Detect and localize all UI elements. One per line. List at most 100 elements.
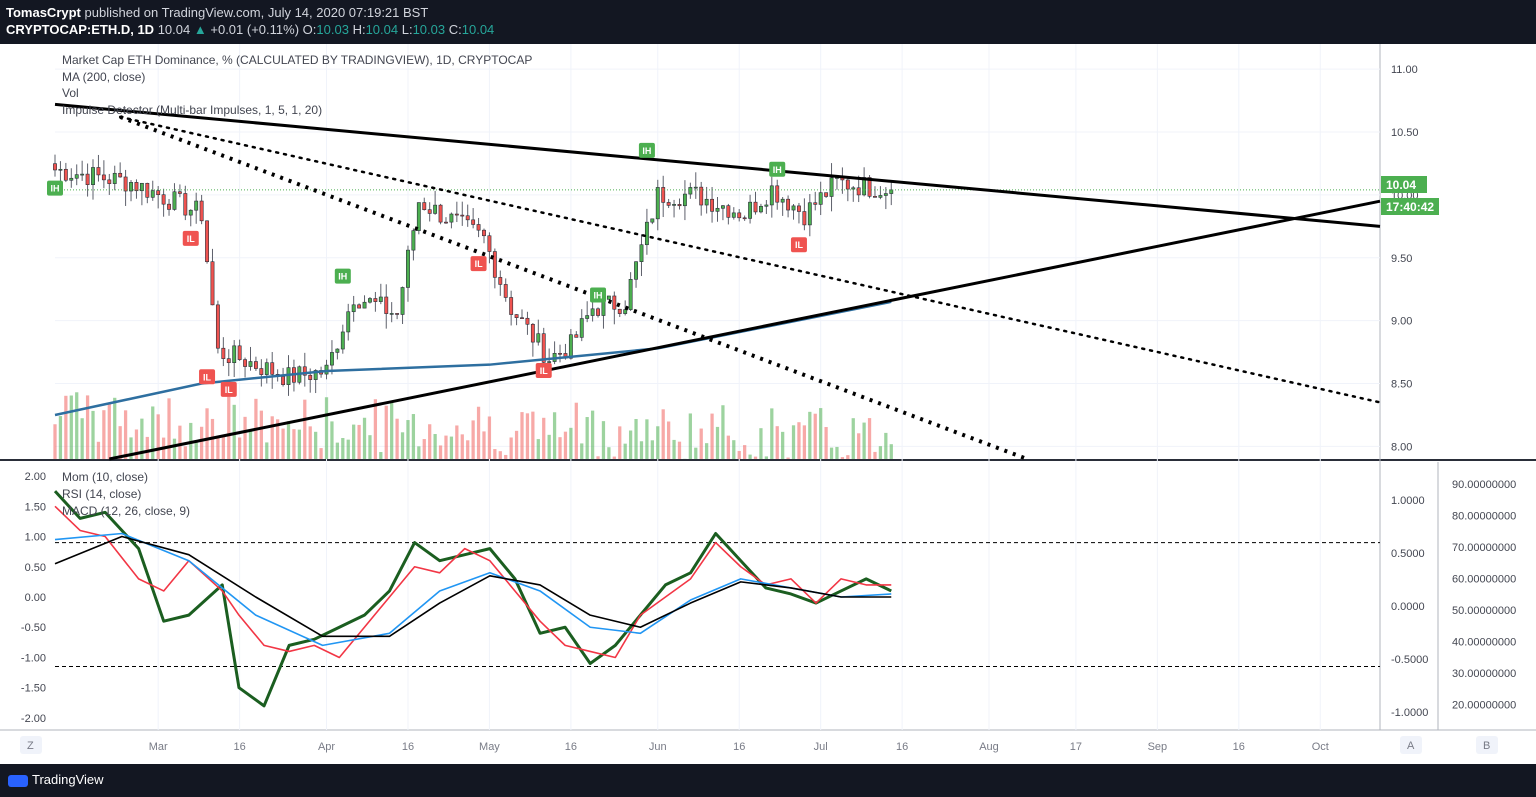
candle-body [693, 186, 698, 189]
candle [824, 192, 829, 198]
volume-bar [645, 419, 649, 459]
candle-body [824, 192, 829, 197]
main-legend-title[interactable]: Market Cap ETH Dominance, % (CALCULATED … [62, 53, 532, 67]
candle [243, 357, 247, 378]
volume-bar [819, 408, 823, 459]
candle [324, 359, 329, 380]
x-tick-label: Oct [1312, 741, 1329, 753]
candle [476, 217, 481, 238]
rsi-tick-label: 80.00000000 [1452, 511, 1516, 523]
candle [672, 199, 676, 218]
candle [210, 248, 215, 306]
volume-bar [417, 446, 421, 459]
b-scale-button[interactable] [1476, 736, 1498, 754]
symbol-label[interactable]: CRYPTOCAP:ETH.D, 1D [6, 22, 155, 37]
volume-bar [884, 432, 888, 459]
last-price: 10.04 [157, 22, 191, 37]
volume-bar [846, 455, 850, 459]
candle-body [471, 219, 476, 225]
impulse-marker: IL [199, 369, 216, 385]
lower-legend-macd[interactable]: MACD (12, 26, close, 9) [62, 504, 190, 518]
brand-logo[interactable]: TradingView [8, 772, 104, 787]
candle-body [731, 212, 736, 218]
candle-body [547, 361, 552, 363]
tradingview-logo-icon [8, 774, 28, 787]
candle [688, 182, 693, 199]
candle-body [433, 204, 438, 214]
volume-bar [330, 421, 334, 459]
candle [644, 208, 649, 255]
candle-body [416, 202, 421, 231]
author-name[interactable]: TomasCrypt [6, 5, 81, 20]
candle [150, 180, 155, 201]
main-legend-ma[interactable]: MA (200, close) [62, 70, 145, 84]
main-legend-impulse[interactable]: Impulse Detector (Multi-bar Impulses, 1,… [62, 103, 322, 117]
chart-stage[interactable]: IH IH IH IH IH IL IL IL IL IL IL Mar 16 Apr 16 May 16 Ju… [0, 44, 1536, 764]
ohlc-line: CRYPTOCAP:ETH.D, 1D 10.04 ▲ +0.01 (+0.11… [6, 22, 494, 37]
candle-body [156, 190, 161, 196]
volume-bar [715, 426, 720, 459]
impulse-marker: IH [769, 161, 786, 177]
volume-bar [873, 451, 877, 459]
candle-body [362, 301, 367, 309]
candle [264, 358, 269, 384]
rsi-tick-label: 30.00000000 [1452, 668, 1516, 680]
volume-bar [123, 410, 128, 459]
volume-bar [623, 443, 627, 459]
volume-bar [590, 410, 595, 459]
volume-bar [134, 429, 139, 459]
candle [177, 184, 182, 198]
candle [389, 302, 394, 323]
candle-body [112, 172, 117, 184]
candle-body [91, 167, 95, 185]
main-legend-vol[interactable]: Vol [62, 86, 79, 100]
volume-bar [406, 420, 410, 459]
candle-body [498, 277, 503, 285]
candle [655, 179, 660, 231]
volume-bar [199, 426, 204, 459]
auto-scale-button[interactable] [1400, 736, 1422, 754]
candle-body [856, 187, 861, 196]
impulse-marker-box [470, 256, 487, 272]
volume-bar [352, 424, 356, 459]
overlays [54, 102, 1382, 461]
impulse-marker-box [638, 142, 655, 158]
candle [172, 183, 177, 211]
candle-body [210, 261, 215, 306]
candle [525, 311, 530, 335]
candle [704, 186, 709, 214]
volume-bar [449, 436, 454, 459]
candle [737, 209, 742, 222]
candle-body [634, 261, 638, 280]
candle [444, 217, 448, 224]
candle [764, 200, 769, 214]
candle-body [221, 347, 226, 359]
candle-body [764, 204, 769, 207]
candle-body [639, 244, 644, 262]
candle-body [308, 374, 313, 380]
candle-body [721, 205, 725, 209]
impulse-marker-text: IH [51, 184, 60, 194]
volume-bar [601, 421, 606, 459]
chart-svg[interactable]: IH IH IH IH IH IL IL IL IL IL IL Mar 16 Apr 16 May 16 Ju… [0, 44, 1536, 764]
impulse-marker-box [199, 369, 216, 385]
volume-bar [216, 435, 220, 459]
candle-body [596, 308, 600, 316]
lower-legend-rsi[interactable]: RSI (14, close) [62, 487, 141, 501]
impulse-marker-text: IL [187, 234, 196, 244]
volume-bar [764, 456, 769, 459]
volume-bar [145, 436, 149, 459]
series-line [54, 505, 892, 659]
candle-body [791, 205, 796, 211]
rsi-tick-label: 20.00000000 [1452, 700, 1516, 712]
volume-bar [460, 434, 464, 459]
mom-tick-label: 0.50 [25, 562, 46, 574]
lower-legend-mom[interactable]: Mom (10, close) [62, 470, 148, 484]
candle [167, 198, 171, 216]
candle [221, 337, 226, 367]
volume-bar [520, 412, 524, 459]
candle [514, 314, 519, 326]
candle-body [177, 191, 182, 194]
zoom-reset-button[interactable] [20, 736, 42, 754]
y-tick-label: 9.50 [1391, 253, 1412, 265]
